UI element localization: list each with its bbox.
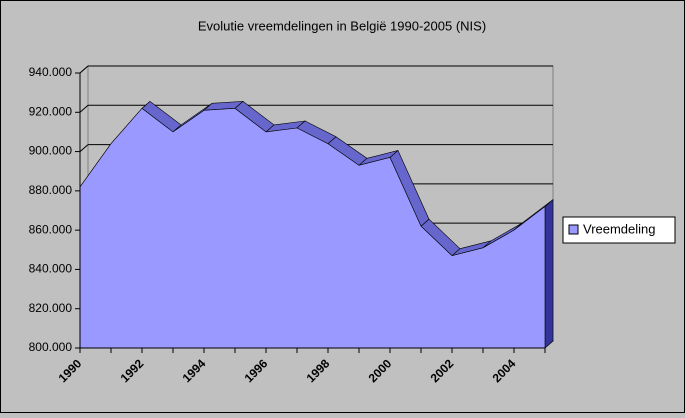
- area: [79, 107, 546, 349]
- y-tick-label: 840.000: [29, 262, 73, 276]
- grid-line: [79, 144, 89, 152]
- y-tick-label: 900.000: [29, 144, 73, 158]
- legend-label: Vreemdeling: [583, 221, 656, 236]
- grid-line: [79, 104, 89, 113]
- y-tick-label: 940.000: [29, 65, 73, 79]
- y-tick-label: 820.000: [29, 301, 73, 315]
- y-tick-label: 880.000: [29, 183, 73, 197]
- grid-line: [79, 65, 89, 74]
- legend-swatch: [568, 224, 579, 235]
- y-tick-label: 860.000: [29, 222, 73, 236]
- y-tick-label: 920.000: [29, 104, 73, 118]
- area-end: [544, 198, 554, 349]
- chart-title: Evolutie vreemdelingen in België 1990-20…: [198, 18, 486, 33]
- y-tick-label: 800.000: [29, 340, 73, 354]
- legend-box: [562, 216, 676, 244]
